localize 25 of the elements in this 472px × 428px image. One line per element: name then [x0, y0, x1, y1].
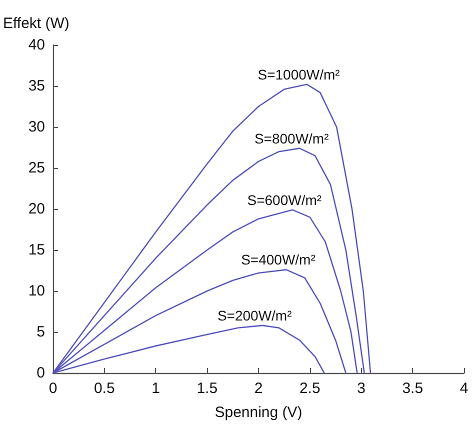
y-tick-label: 25 — [28, 160, 45, 176]
series-label: S=400W/m² — [241, 252, 316, 268]
x-axis-title: Spenning (V) — [214, 404, 302, 421]
x-tick-label: 0 — [48, 380, 58, 397]
x-tick-label: 3.5 — [402, 380, 424, 397]
y-tick-label: 30 — [28, 118, 45, 136]
y-tick-label: 0 — [36, 364, 45, 382]
y-tick-label: 35 — [28, 78, 45, 94]
series-label: S=200W/m² — [217, 307, 292, 324]
y-tick-label: 10 — [28, 282, 45, 300]
y-tick-label: 15 — [28, 242, 45, 258]
series-label: S=1000W/m² — [258, 66, 340, 82]
x-tick-label: 2 — [254, 380, 263, 397]
x-tick-label: 2.5 — [299, 380, 320, 397]
y-tick-label: 20 — [28, 200, 45, 218]
y-axis-title: Effekt (W) — [3, 15, 70, 32]
x-tick-label: 4 — [460, 380, 468, 397]
x-tick-label: 3 — [357, 380, 366, 397]
y-tick-label: 5 — [36, 324, 45, 340]
x-tick-label: 1 — [152, 380, 160, 397]
x-tick-label: 0.5 — [94, 380, 115, 397]
x-tick-label: 1.5 — [196, 380, 218, 397]
series-label: S=600W/m² — [247, 192, 322, 208]
y-tick-label: 40 — [28, 36, 45, 54]
series-label: S=800W/m² — [254, 130, 330, 146]
